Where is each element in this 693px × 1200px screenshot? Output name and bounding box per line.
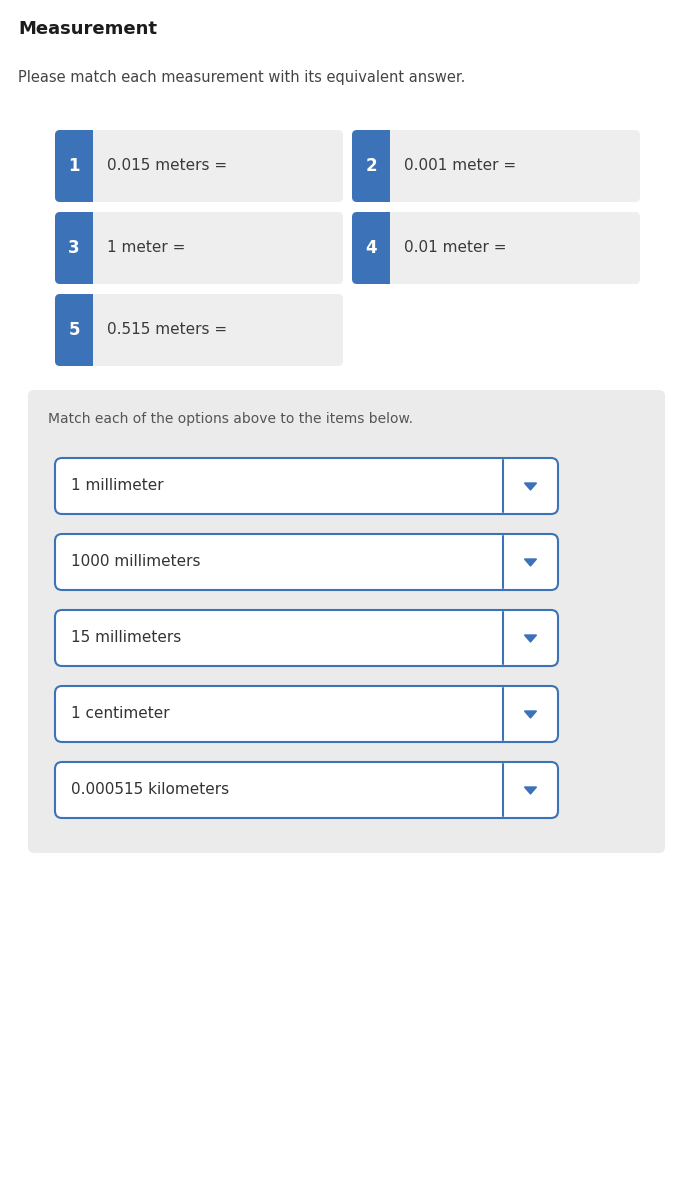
Text: 4: 4	[365, 239, 377, 257]
Text: 0.000515 kilometers: 0.000515 kilometers	[71, 782, 229, 798]
FancyBboxPatch shape	[352, 212, 640, 284]
FancyBboxPatch shape	[55, 212, 93, 284]
Polygon shape	[525, 559, 536, 566]
Text: 0.515 meters =: 0.515 meters =	[107, 323, 227, 337]
Bar	[371, 212, 390, 284]
Polygon shape	[525, 787, 536, 794]
FancyBboxPatch shape	[55, 294, 93, 366]
Text: Match each of the options above to the items below.: Match each of the options above to the i…	[48, 412, 413, 426]
FancyBboxPatch shape	[28, 390, 665, 853]
Text: 1 millimeter: 1 millimeter	[71, 479, 164, 493]
Text: 15 millimeters: 15 millimeters	[71, 630, 182, 646]
Polygon shape	[525, 482, 536, 490]
Text: 1 meter =: 1 meter =	[107, 240, 185, 256]
Text: 1: 1	[68, 157, 80, 175]
FancyBboxPatch shape	[352, 212, 390, 284]
FancyBboxPatch shape	[55, 610, 558, 666]
Bar	[74, 212, 93, 284]
FancyBboxPatch shape	[55, 212, 343, 284]
Bar	[74, 294, 93, 366]
FancyBboxPatch shape	[352, 130, 390, 202]
Text: 3: 3	[68, 239, 80, 257]
Text: 1000 millimeters: 1000 millimeters	[71, 554, 200, 570]
FancyBboxPatch shape	[55, 458, 558, 514]
FancyBboxPatch shape	[55, 130, 343, 202]
FancyBboxPatch shape	[55, 130, 93, 202]
FancyBboxPatch shape	[55, 762, 558, 818]
Text: Measurement: Measurement	[18, 20, 157, 38]
Text: 2: 2	[365, 157, 377, 175]
Text: Please match each measurement with its equivalent answer.: Please match each measurement with its e…	[18, 70, 466, 85]
Text: 0.001 meter =: 0.001 meter =	[404, 158, 516, 174]
Bar	[371, 130, 390, 202]
FancyBboxPatch shape	[55, 534, 558, 590]
Text: 0.01 meter =: 0.01 meter =	[404, 240, 507, 256]
Polygon shape	[525, 710, 536, 718]
FancyBboxPatch shape	[55, 686, 558, 742]
Polygon shape	[525, 635, 536, 642]
Text: 0.015 meters =: 0.015 meters =	[107, 158, 227, 174]
Bar	[74, 130, 93, 202]
FancyBboxPatch shape	[55, 294, 343, 366]
FancyBboxPatch shape	[352, 130, 640, 202]
Text: 5: 5	[68, 320, 80, 338]
Text: 1 centimeter: 1 centimeter	[71, 707, 170, 721]
